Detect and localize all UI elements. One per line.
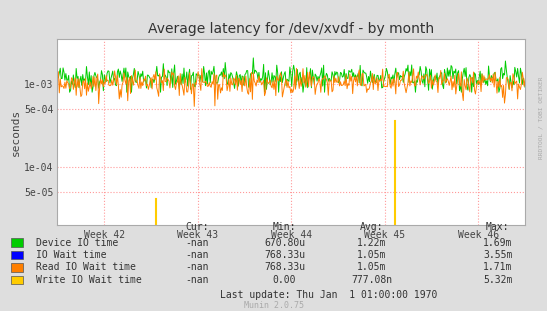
Text: RRDTOOL / TOBI OETIKER: RRDTOOL / TOBI OETIKER xyxy=(538,77,543,160)
Text: -nan: -nan xyxy=(185,238,208,248)
Text: Min:: Min: xyxy=(273,222,296,232)
Text: 1.71m: 1.71m xyxy=(483,262,513,272)
Text: 3.55m: 3.55m xyxy=(483,250,513,260)
Text: 1.05m: 1.05m xyxy=(357,250,387,260)
Text: Read IO Wait time: Read IO Wait time xyxy=(36,262,136,272)
Title: Average latency for /dev/xvdf - by month: Average latency for /dev/xvdf - by month xyxy=(148,22,434,36)
Text: Last update: Thu Jan  1 01:00:00 1970: Last update: Thu Jan 1 01:00:00 1970 xyxy=(219,290,437,300)
Text: 670.80u: 670.80u xyxy=(264,238,305,248)
Text: Cur:: Cur: xyxy=(185,222,208,232)
Text: 1.69m: 1.69m xyxy=(483,238,513,248)
Text: 768.33u: 768.33u xyxy=(264,262,305,272)
Y-axis label: seconds: seconds xyxy=(11,109,21,156)
Text: 0.00: 0.00 xyxy=(273,275,296,285)
Text: -nan: -nan xyxy=(185,262,208,272)
Text: 5.32m: 5.32m xyxy=(483,275,513,285)
Text: 777.08n: 777.08n xyxy=(351,275,393,285)
Text: Device IO time: Device IO time xyxy=(36,238,118,248)
Text: -nan: -nan xyxy=(185,250,208,260)
Text: Write IO Wait time: Write IO Wait time xyxy=(36,275,141,285)
Text: IO Wait time: IO Wait time xyxy=(36,250,106,260)
Text: 1.22m: 1.22m xyxy=(357,238,387,248)
Text: Max:: Max: xyxy=(486,222,509,232)
Text: Avg:: Avg: xyxy=(360,222,383,232)
Text: 768.33u: 768.33u xyxy=(264,250,305,260)
Text: -nan: -nan xyxy=(185,275,208,285)
Text: Munin 2.0.75: Munin 2.0.75 xyxy=(243,301,304,310)
Text: 1.05m: 1.05m xyxy=(357,262,387,272)
